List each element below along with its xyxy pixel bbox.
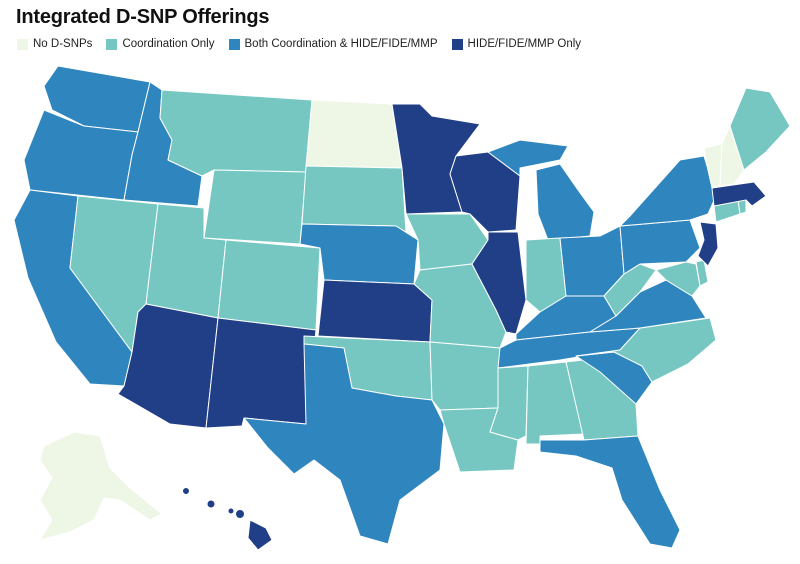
legend-item-no-dsnps: No D-SNPs	[17, 38, 92, 50]
state-TX[interactable]	[243, 343, 445, 545]
legend-swatch-no-dsnps	[17, 38, 28, 50]
legend: No D-SNPs Coordination Only Both Coordin…	[17, 38, 595, 50]
state-KS[interactable]	[317, 279, 433, 343]
state-SD[interactable]	[301, 165, 407, 233]
state-AK[interactable]	[39, 431, 163, 541]
legend-item-hide-fide-mmp-only: HIDE/FIDE/MMP Only	[451, 38, 582, 50]
legend-label-coordination-only: Coordination Only	[122, 38, 215, 50]
legend-swatch-hide-fide-mmp-only	[451, 38, 463, 50]
state-HI[interactable]	[182, 487, 273, 551]
legend-item-coordination-only: Coordination Only	[106, 38, 215, 50]
legend-swatch-coordination-only	[106, 38, 118, 50]
state-MA[interactable]	[711, 181, 767, 207]
legend-label-hide-fide-mmp-only: HIDE/FIDE/MMP Only	[467, 38, 582, 50]
state-WY[interactable]	[203, 169, 307, 245]
legend-label-no-dsnps: No D-SNPs	[33, 38, 93, 50]
state-DE[interactable]	[695, 259, 709, 287]
legend-label-both: Both Coordination & HIDE/FIDE/MMP	[244, 38, 438, 50]
state-NH[interactable]	[719, 125, 745, 187]
state-NJ[interactable]	[697, 221, 719, 267]
legend-item-both: Both Coordination & HIDE/FIDE/MMP	[228, 38, 438, 50]
state-NY[interactable]	[619, 155, 717, 227]
state-IL[interactable]	[471, 231, 527, 335]
legend-swatch-both	[228, 38, 240, 50]
state-NM[interactable]	[205, 317, 317, 429]
state-FL[interactable]	[539, 435, 681, 549]
state-ME[interactable]	[729, 87, 791, 171]
state-MI-UP[interactable]	[487, 139, 569, 177]
state-VT[interactable]	[703, 143, 723, 189]
state-MT[interactable]	[159, 89, 313, 177]
state-AR[interactable]	[429, 341, 501, 411]
state-RI[interactable]	[737, 199, 747, 215]
state-CO[interactable]	[217, 239, 321, 331]
map-title: Integrated D-SNP Offerings	[16, 6, 270, 28]
state-ND[interactable]	[305, 99, 403, 169]
state-MI[interactable]	[535, 163, 595, 241]
